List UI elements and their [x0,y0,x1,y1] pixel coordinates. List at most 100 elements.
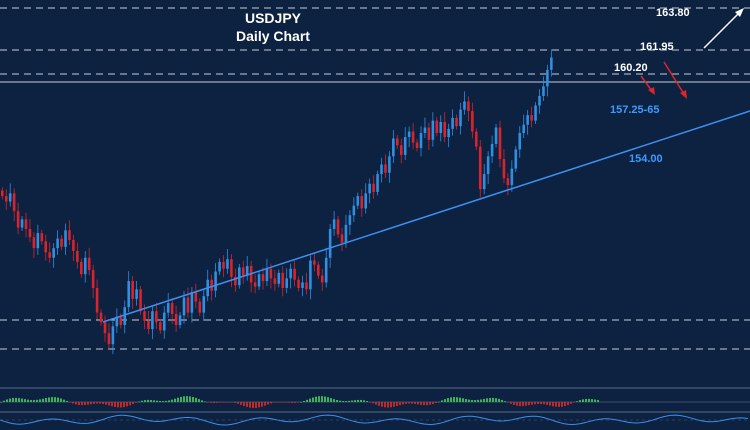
oscillator-bar [489,397,491,402]
candle-body [407,131,411,138]
candle-body [399,145,403,155]
oscillator-bar [558,402,560,407]
candlestick-series [0,49,553,355]
candle-body [147,320,150,330]
oscillator-bar [345,401,347,402]
oscillator-bar [213,402,215,404]
oscillator-bar [15,397,17,402]
oscillator-bar [285,402,287,403]
oscillator-bar [270,402,272,404]
candle-body [459,109,462,127]
oscillator-bar [495,398,497,402]
oscillator-bar [393,402,395,407]
candle-body [111,326,115,345]
candle-body [305,282,308,290]
oscillator-bar [150,399,152,402]
oscillator-bar [174,398,176,402]
oscillator-bar [486,398,488,402]
candle-body [439,122,443,133]
candle-body [546,69,549,87]
candle-body [388,156,391,173]
oscillator-bar [390,402,392,408]
oscillator-bar [48,397,50,402]
candle-body [178,315,182,325]
oscillator-bar [483,398,485,402]
oscillator-bar [480,399,482,402]
oscillator-bar [6,399,8,402]
oscillator-bar [222,402,224,403]
candle-body [52,248,55,258]
oscillator-bar [591,399,593,402]
candle-body [419,132,423,149]
oscillator-bar [168,400,170,402]
oscillator-bar [156,400,158,402]
oscillator-bar [387,402,389,408]
oscillator-bar [93,402,95,404]
oscillator-bar [60,398,62,402]
candle-body [238,267,241,286]
oscillator-bar [114,402,116,407]
candle-body [380,164,383,175]
oscillator-bar [54,397,56,402]
candle-body [95,287,99,313]
label-163-80: 163.80 [656,7,690,19]
candle-body [313,260,316,265]
candle-body [340,234,344,243]
candle-body [360,196,364,209]
oscillator-bar [354,400,356,402]
candle-body [482,174,486,190]
candle-body [431,120,435,140]
oscillator-bar [96,402,98,404]
candle-body [344,224,348,243]
candle-body [526,115,529,125]
candle-body [498,127,502,160]
candle-body [76,250,79,262]
candle-body [16,211,20,228]
candle-body [103,322,107,334]
oscillator-bar [357,399,359,402]
oscillator-bar [369,402,371,403]
candle-body [32,237,36,249]
candle-body [423,127,427,133]
oscillator-bar [384,402,386,408]
oscillator-bar [444,399,446,402]
oscillator-bar [276,402,278,403]
oscillator-bar [402,402,404,405]
oscillator-bar [234,402,236,403]
oscillator-bar [306,399,308,402]
oscillator-bar [570,402,572,404]
oscillator-bar [237,402,239,404]
candle-body [123,307,127,325]
candle-body [64,230,67,247]
oscillator-bar [432,402,434,405]
oscillator-bar [330,398,332,402]
candle-body [68,230,71,240]
oscillator-bar [411,402,413,404]
candle-body [336,219,340,235]
oscillator-bar [339,400,341,402]
oscillator-bar [117,402,119,408]
oscillator-bar [453,397,455,402]
candle-body [24,219,28,229]
oscillator-bar [165,400,167,402]
oscillator-bar [189,396,191,402]
oscillator-bar [12,398,14,402]
candle-body [356,196,360,206]
candle-body [214,271,217,291]
candle-body [218,261,221,272]
oscillator-bar [267,402,269,405]
candle-body [348,215,352,225]
oscillator-bar [471,399,473,402]
candle-body [293,268,296,280]
oscillator-bar [372,402,374,404]
oscillator-bar [75,402,77,405]
candle-body [494,127,498,144]
candle-body [20,219,24,228]
oscillator-bar [246,402,248,407]
candle-body [506,178,510,186]
candle-body [194,292,198,302]
oscillator-bar [555,402,557,407]
oscillator-bar [321,396,323,402]
